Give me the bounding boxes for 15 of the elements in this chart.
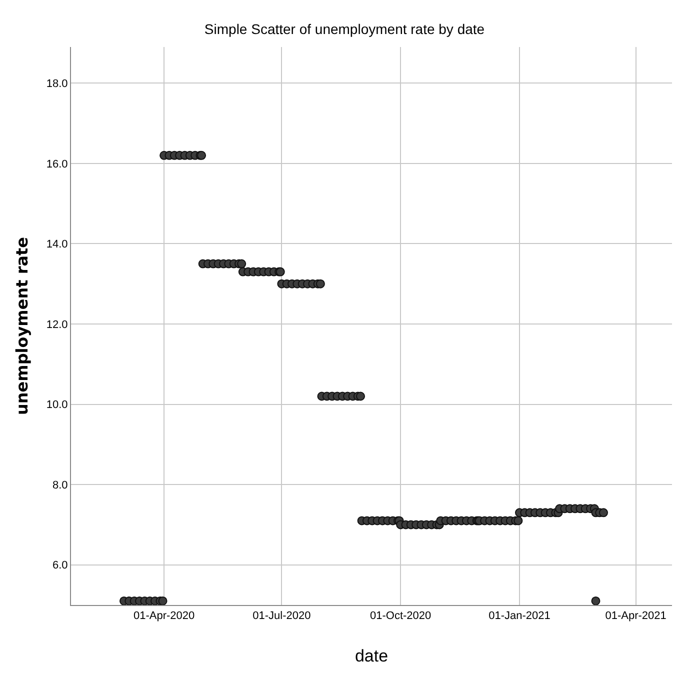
x-tick-label: 01-Jan-2021: [488, 610, 550, 622]
x-tick-label: 01-Apr-2021: [605, 610, 666, 622]
y-tick-label: 12.0: [46, 318, 68, 331]
x-tick-label: 01-Oct-2020: [370, 610, 432, 622]
y-tick-label: 6.0: [52, 560, 68, 572]
y-tick-label: 18.0: [46, 78, 68, 90]
x-axis-title: date: [354, 646, 388, 666]
y-tick-label: 14.0: [46, 238, 68, 251]
chart-title: Simple Scatter of unemployment rate by date: [204, 21, 485, 38]
y-tick-label: 16.0: [46, 158, 68, 170]
y-tick-label: 10.0: [46, 399, 68, 412]
y-axis-title: unemployment rate: [12, 236, 32, 415]
x-tick-label: 01-Jul-2020: [252, 610, 311, 622]
y-tick-label: 8.0: [52, 479, 68, 492]
x-tick-label: 01-Apr-2020: [133, 610, 195, 622]
